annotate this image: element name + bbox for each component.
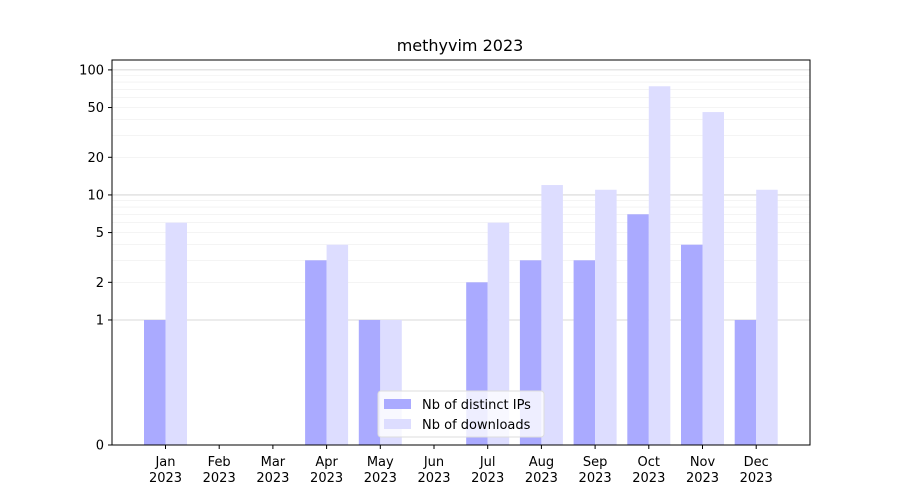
x-tick-label: Nov 2023 [686,455,719,486]
bar-distinct-ips [734,319,757,445]
x-tick-label: Apr 2023 [310,455,343,486]
plot-frame [111,59,811,446]
x-tick-label: Dec 2023 [740,455,773,486]
y-tick-label: 100 [79,63,104,78]
legend-label: Nb of downloads [422,418,531,433]
bar-distinct-ips [627,214,649,445]
bar-downloads [487,222,510,445]
x-tick-label: May 2023 [364,455,397,486]
bar-distinct-ips [358,319,381,445]
legend-swatch [384,419,411,429]
x-tick-label: Aug 2023 [525,455,558,486]
bar-downloads [326,244,349,445]
bar-downloads [165,222,187,445]
x-tick-label: Sep 2023 [579,455,612,486]
bar-downloads [648,86,671,445]
x-tick-label: Feb 2023 [203,455,236,486]
legend: Nb of distinct IPs Nb of downloads [377,390,545,438]
grid-layer [112,69,810,321]
y-tick-label: 2 [96,276,104,291]
y-tick-label: 20 [87,151,104,166]
x-tick-label: Jun 2023 [417,455,450,486]
bar-distinct-ips [144,319,166,445]
legend-label: Nb of distinct IPs [422,398,531,413]
legend-box [377,390,545,438]
y-tick-label: 10 [87,188,104,203]
x-tick-label: Mar 2023 [256,455,289,486]
bar-downloads [702,112,724,445]
legend-swatch [384,399,411,409]
bar-downloads [541,185,563,445]
y-axis: 0 1 2 5 10 20 50 100 [79,63,112,454]
y-tick-label: 50 [87,101,104,116]
bar-distinct-ips [681,244,703,445]
y-tick-label: 5 [96,226,104,241]
x-tick-label: Jul 2023 [471,455,504,486]
y-tick-label: 0 [96,439,104,454]
bar-downloads [756,189,778,445]
bar-distinct-ips [573,260,596,445]
bar-downloads [595,189,617,445]
chart-title: methyvim 2023 [397,36,524,55]
bar-distinct-ips [305,260,327,445]
x-axis: Jan 2023 Feb 2023 Mar 2023 Apr 2023 May 2023 Jun 20… [149,445,773,486]
x-tick-label: Oct 2023 [632,455,665,486]
y-tick-label: 1 [96,313,104,328]
x-tick-label: Jan 2023 [149,455,182,486]
